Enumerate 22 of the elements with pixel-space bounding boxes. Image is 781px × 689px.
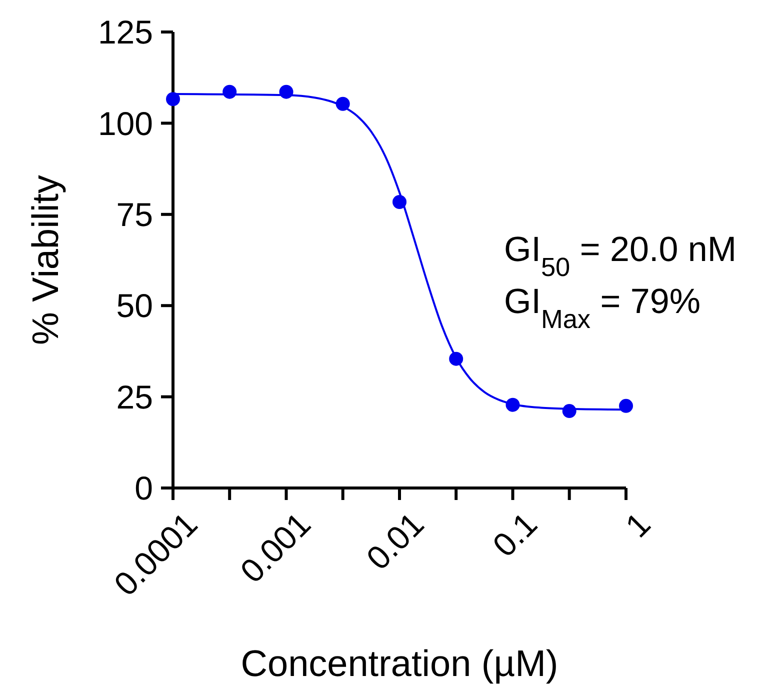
x-tick-label: 1 — [618, 505, 658, 544]
point — [562, 404, 576, 418]
point — [392, 194, 406, 209]
y-tick-label: 25 — [116, 378, 153, 416]
y-tick-label: 100 — [98, 104, 153, 142]
annotation: GI$_{Max}$ = 79% — [504, 282, 700, 334]
y-tick-label: 0 — [134, 470, 153, 507]
point — [166, 92, 180, 106]
point — [279, 84, 294, 99]
point — [336, 96, 350, 111]
y-tick-label: 125 — [98, 14, 153, 51]
y-tick-label: 75 — [116, 196, 153, 233]
point — [619, 398, 633, 413]
x-axis-title: Concentration (µM) — [240, 643, 558, 684]
point — [222, 84, 237, 99]
annotation: GI$_{50}$ = 20.0 nM — [504, 230, 737, 282]
x-tick-label: 0.1 — [485, 505, 544, 564]
x-tick-label: 0.01 — [359, 505, 431, 577]
point — [449, 352, 464, 366]
y-tick-label: 50 — [116, 287, 153, 324]
y-axis-title: % Viability — [25, 174, 66, 346]
point — [506, 398, 520, 412]
